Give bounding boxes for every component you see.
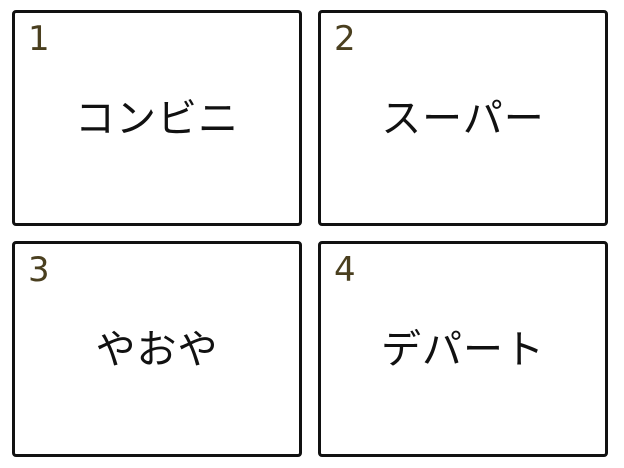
choice-label: コンビニ bbox=[75, 96, 239, 142]
choice-number: 1 bbox=[28, 19, 50, 59]
choice-card-4[interactable]: 4 デパート bbox=[318, 241, 608, 457]
choice-number: 4 bbox=[334, 250, 356, 290]
choice-card-3[interactable]: 3 やおや bbox=[12, 241, 302, 457]
choice-label: スーパー bbox=[381, 96, 545, 142]
choice-card-1[interactable]: 1 コンビニ bbox=[12, 10, 302, 226]
choice-number: 3 bbox=[28, 250, 50, 290]
choice-label: やおや bbox=[95, 327, 219, 373]
choice-label: デパート bbox=[381, 327, 545, 373]
choice-card-2[interactable]: 2 スーパー bbox=[318, 10, 608, 226]
choice-number: 2 bbox=[334, 19, 356, 59]
